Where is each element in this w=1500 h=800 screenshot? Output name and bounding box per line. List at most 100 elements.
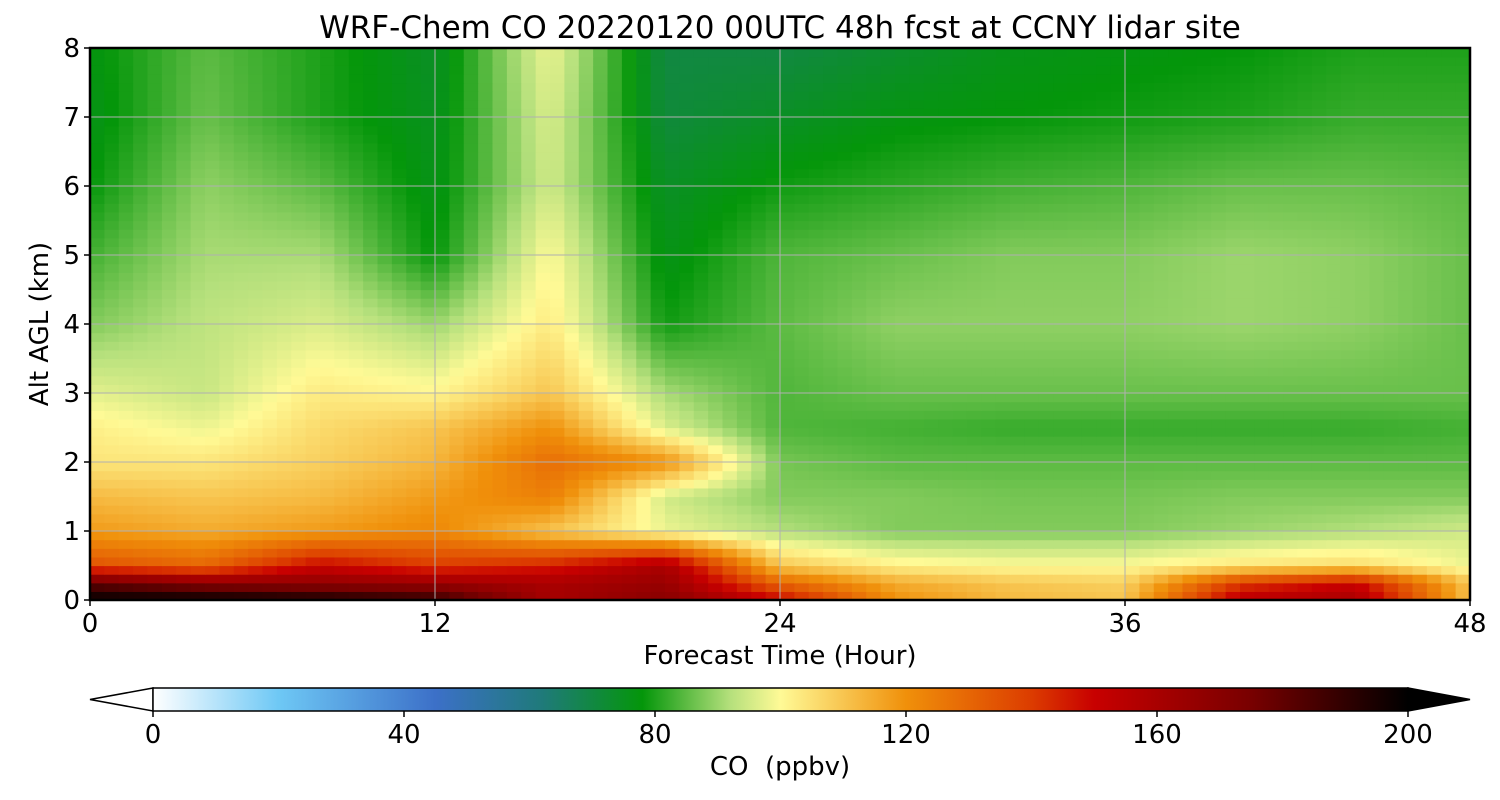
heatmap-cell — [1038, 574, 1054, 584]
heatmap-cell — [693, 453, 709, 463]
heatmap-cell — [233, 539, 249, 549]
heatmap-cell — [851, 591, 867, 600]
heatmap-cell — [506, 358, 522, 368]
heatmap-cell — [593, 384, 609, 394]
heatmap-cell — [808, 332, 824, 342]
heatmap-cell — [1369, 401, 1385, 411]
heatmap-cell — [1139, 186, 1155, 196]
heatmap-cell — [578, 384, 594, 394]
heatmap-cell — [1153, 315, 1169, 325]
heatmap-cell — [679, 453, 695, 463]
heatmap-cell — [1010, 289, 1025, 299]
heatmap-cell — [506, 332, 522, 342]
heatmap-cell — [391, 211, 407, 222]
heatmap-cell — [1455, 237, 1470, 247]
heatmap-cell — [593, 349, 609, 360]
heatmap-cell — [276, 444, 292, 454]
heatmap-cell — [1268, 211, 1284, 222]
heatmap-cell — [1038, 367, 1054, 377]
heatmap-cell — [406, 496, 422, 506]
heatmap-cell — [205, 237, 220, 247]
heatmap-cell — [133, 548, 149, 558]
heatmap-cell — [1168, 341, 1184, 351]
heatmap-cell — [1010, 358, 1025, 368]
heatmap-cell — [449, 531, 465, 541]
heatmap-cell — [895, 289, 910, 299]
heatmap-cell — [1024, 306, 1040, 316]
heatmap-cell — [1369, 384, 1385, 394]
heatmap-cell — [665, 358, 680, 368]
heatmap-cell — [823, 410, 839, 420]
heatmap-cell — [1125, 410, 1140, 420]
heatmap-cell — [1311, 410, 1327, 420]
heatmap-cell — [1412, 418, 1428, 429]
heatmap-cell — [506, 556, 522, 567]
heatmap-cell — [233, 470, 249, 480]
heatmap-cell — [794, 418, 810, 429]
heatmap-cell — [1412, 453, 1428, 463]
heatmap-cell — [938, 539, 954, 549]
heatmap-cell — [1326, 263, 1342, 273]
heatmap-cell — [650, 324, 666, 334]
heatmap-cell — [147, 324, 163, 334]
heatmap-cell — [391, 289, 407, 299]
heatmap-cell — [923, 341, 939, 351]
heatmap-cell — [305, 237, 321, 247]
heatmap-cell — [348, 487, 364, 498]
heatmap-cell — [938, 462, 954, 472]
heatmap-cell — [650, 462, 666, 472]
heatmap-cell — [708, 496, 724, 506]
heatmap-cell — [665, 479, 680, 489]
heatmap-cell — [104, 479, 120, 489]
heatmap-cell — [722, 211, 738, 222]
heatmap-cell — [118, 289, 134, 299]
heatmap-cell — [262, 375, 278, 385]
heatmap-cell — [535, 220, 551, 230]
heatmap-cell — [1125, 479, 1140, 489]
heatmap-cell — [291, 401, 307, 411]
heatmap-cell — [1125, 539, 1140, 549]
heatmap-cell — [650, 280, 666, 291]
heatmap-cell — [851, 393, 867, 403]
heatmap-cell — [320, 367, 335, 377]
heatmap-cell — [161, 479, 177, 489]
heatmap-cell — [305, 487, 321, 498]
heatmap-cell — [478, 410, 494, 420]
heatmap-cell — [1412, 272, 1428, 282]
heatmap-cell — [1225, 298, 1241, 308]
heatmap-cell — [391, 531, 407, 541]
heatmap-cell — [1182, 272, 1198, 282]
heatmap-cell — [650, 384, 666, 394]
heatmap-cell — [1182, 496, 1198, 506]
heatmap-cell — [880, 522, 896, 532]
heatmap-cell — [348, 401, 364, 411]
heatmap-cell — [478, 522, 494, 532]
heatmap-cell — [320, 151, 335, 161]
heatmap-cell — [895, 556, 910, 567]
heatmap-cell — [276, 462, 292, 472]
heatmap-cell — [794, 487, 810, 498]
heatmap-cell — [880, 289, 896, 299]
heatmap-cell — [923, 496, 939, 506]
heatmap-cell — [449, 401, 465, 411]
heatmap-cell — [1024, 427, 1040, 437]
heatmap-cell — [406, 367, 422, 377]
heatmap-cell — [190, 436, 206, 446]
heatmap-cell — [665, 565, 680, 575]
heatmap-cell — [219, 565, 235, 575]
heatmap-cell — [808, 582, 824, 592]
heatmap-cell — [219, 574, 235, 584]
heatmap-cell — [1139, 505, 1155, 515]
heatmap-cell — [190, 522, 206, 532]
heatmap-cell — [1455, 444, 1470, 454]
heatmap-cell — [449, 582, 465, 592]
heatmap-cell — [1311, 211, 1327, 222]
heatmap-cell — [693, 427, 709, 437]
heatmap-cell — [492, 324, 508, 334]
heatmap-cell — [880, 384, 896, 394]
heatmap-cell — [1010, 280, 1025, 291]
heatmap-cell — [1455, 487, 1470, 498]
heatmap-cell — [320, 255, 335, 265]
heatmap-cell — [708, 306, 724, 316]
heatmap-cell — [305, 393, 321, 403]
